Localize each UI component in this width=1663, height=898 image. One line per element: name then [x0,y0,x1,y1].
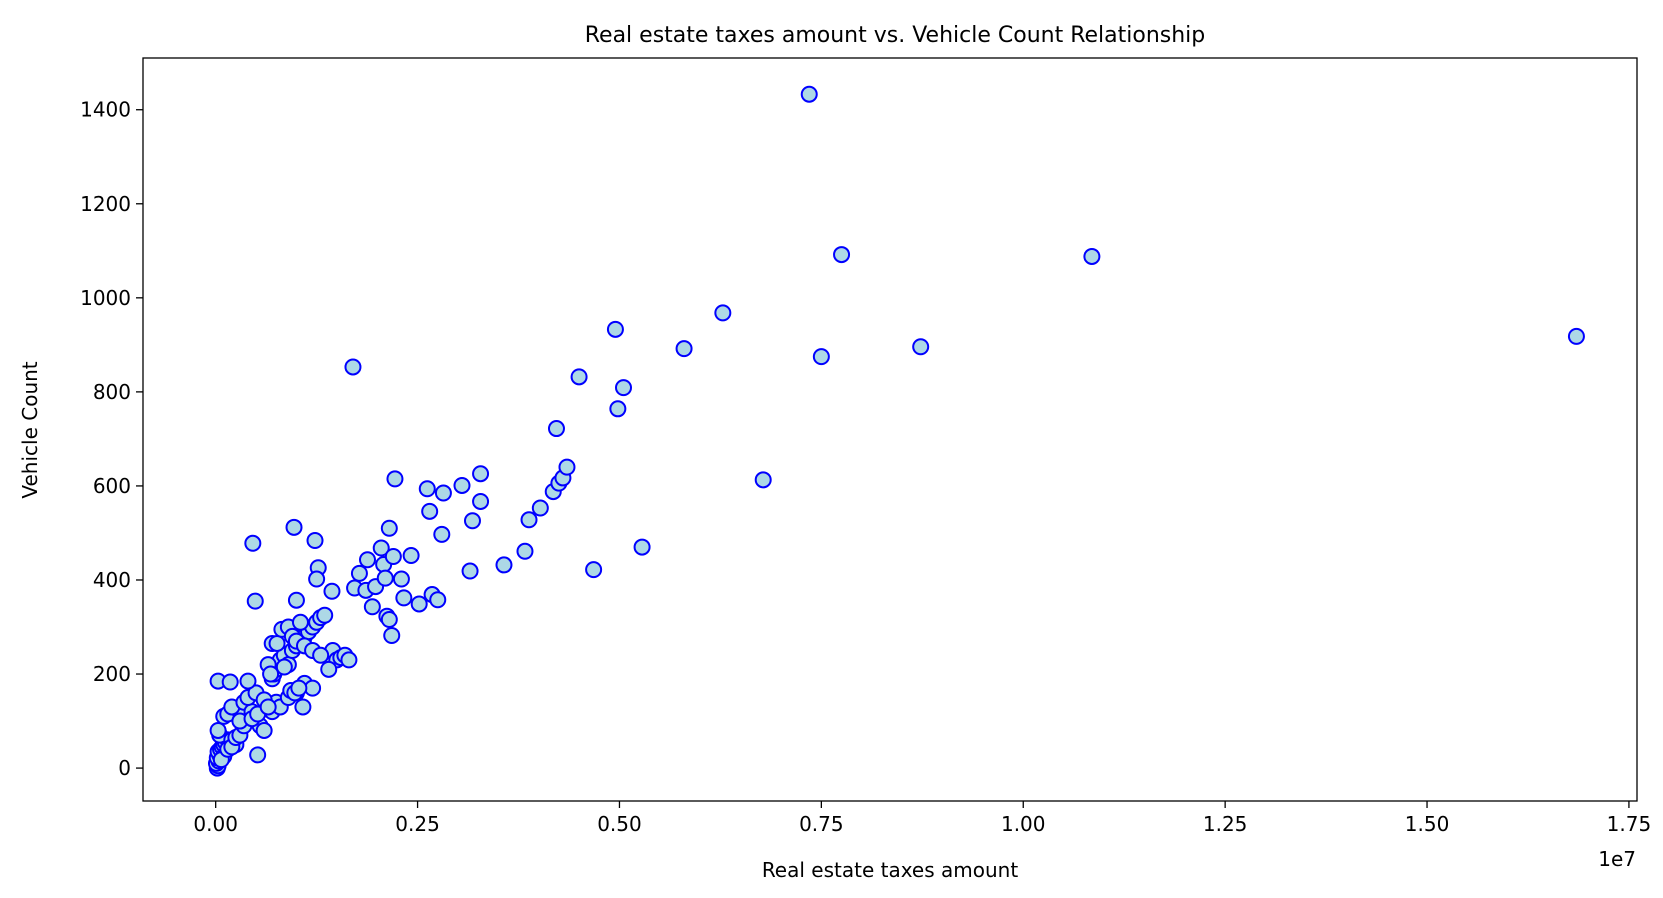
data-point [384,547,402,565]
data-point [472,465,490,483]
x-tick-label: 0.00 [193,812,238,836]
x-tick-label: 1.00 [1001,812,1046,836]
data-point [461,562,479,580]
data-point [463,512,481,530]
data-point [249,746,267,764]
data-point [372,539,390,557]
y-tick-label: 800 [93,380,131,404]
plot-area [142,57,1638,802]
x-tick-label: 1.25 [1203,812,1248,836]
data-point [429,591,447,609]
data-point [402,547,420,565]
data-point [312,646,330,664]
data-point [239,672,257,690]
data-point [615,379,633,397]
data-point [262,665,280,683]
data-point [912,338,930,356]
y-tick-label: 0 [118,756,131,780]
data-point [516,542,534,560]
y-tick-label: 1400 [80,98,131,122]
data-point [255,721,273,739]
y-tick-label: 400 [93,568,131,592]
data-point [633,538,651,556]
y-tick-label: 1000 [80,286,131,310]
data-point [246,592,264,610]
x-axis-ticks: 0.00 0.25 0.50 0.75 1.00 1.25 1.50 1.75 [193,801,1651,836]
data-point [268,634,286,652]
data-point [558,458,576,476]
data-point [376,569,394,587]
y-axis-ticks: 0 200 400 600 800 1000 1200 1400 [80,98,143,780]
data-point [421,502,439,520]
data-point [754,471,772,489]
x-tick-label: 0.50 [597,812,642,836]
data-point [453,476,471,494]
data-point [675,340,693,358]
data-point [472,492,490,510]
x-tick-label: 0.25 [395,812,440,836]
data-point [570,368,588,386]
data-point [800,85,818,103]
data-point [606,320,624,338]
data-point [392,570,410,588]
data-point [363,598,381,616]
data-point [714,304,732,322]
data-point [380,610,398,628]
data-point [308,570,326,588]
data-point [812,348,830,366]
y-tick-label: 200 [93,662,131,686]
data-point [316,606,334,624]
data-point [833,246,851,264]
data-point [290,679,308,697]
data-point [285,518,303,536]
data-point [1083,247,1101,265]
x-axis-offset-label: 1e7 [1598,847,1636,871]
data-point [495,556,513,574]
data-point [340,651,358,669]
data-point [291,613,309,631]
data-point [359,551,377,569]
data-point [344,358,362,376]
x-tick-label: 1.75 [1607,812,1652,836]
x-axis-label: Real estate taxes amount [762,858,1019,882]
data-point [350,564,368,582]
data-point [306,531,324,549]
data-point [287,591,305,609]
data-point [244,534,262,552]
chart-title: Real estate taxes amount vs. Vehicle Cou… [585,23,1206,48]
data-point [418,480,436,498]
data-point [320,660,338,678]
y-tick-label: 1200 [80,192,131,216]
data-point [221,673,239,691]
data-point [395,589,413,607]
data-point [609,400,627,418]
data-points [207,85,1585,777]
y-tick-label: 600 [93,474,131,498]
data-point [259,698,277,716]
data-point [1567,327,1585,345]
x-tick-label: 0.75 [799,812,844,836]
data-point [380,519,398,537]
data-point [410,595,428,613]
data-point [209,721,227,739]
data-point [531,499,549,517]
y-axis-label: Vehicle Count [18,361,42,498]
data-point [585,561,603,579]
data-point [547,420,565,438]
data-point [383,626,401,644]
data-point [520,511,538,529]
x-tick-label: 1.50 [1405,812,1450,836]
data-point [386,470,404,488]
data-point [434,484,452,502]
data-point [433,525,451,543]
data-point [323,582,341,600]
data-point [294,698,312,716]
data-point [275,658,293,676]
